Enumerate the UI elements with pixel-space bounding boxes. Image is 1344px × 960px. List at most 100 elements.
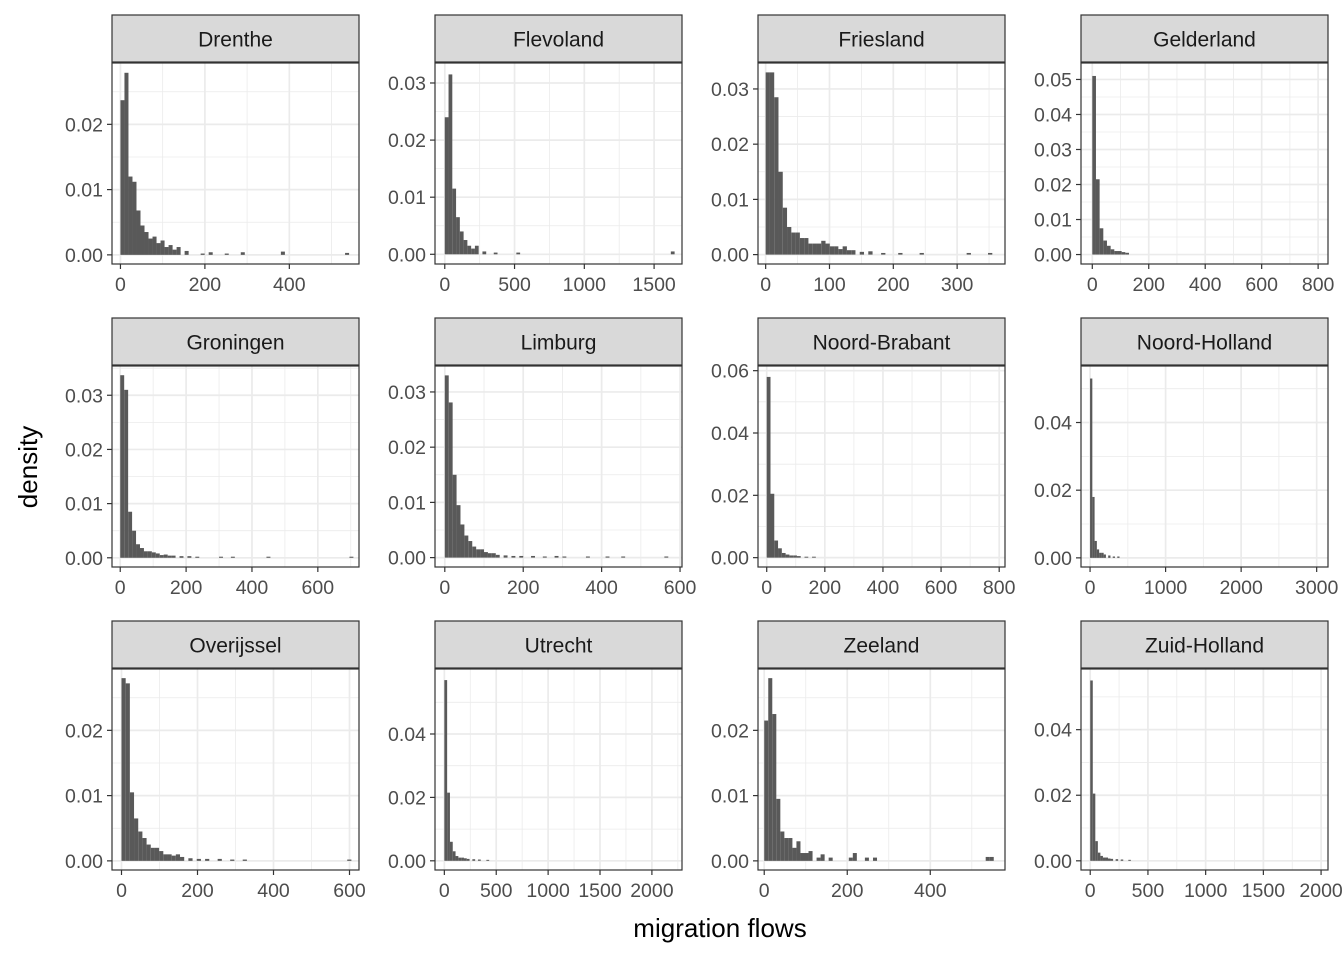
histogram-bar [1106,245,1111,255]
x-tick-label: 1500 [1242,880,1286,902]
plot-background [435,669,682,870]
histogram-bar [1115,859,1119,861]
panel-border [111,668,360,871]
histogram-bar [799,238,805,255]
y-tick-label: 0.02 [711,485,749,507]
histogram-bar [205,858,210,861]
y-tick-label: 0.02 [711,720,749,742]
y-tick-label: 0.05 [1034,69,1072,91]
histogram-bar [774,97,779,255]
panel-border [757,668,1006,871]
facet-grid: Drenthe 0.00 0.01 0.02 0 200 400 Flevoland 0.00 0… [65,14,1343,902]
histogram-bar [471,248,475,255]
plot-area [435,366,682,567]
plot-background [1081,669,1328,870]
histogram-bar [456,217,460,255]
x-tick-label: 2000 [630,880,674,902]
y-axis-title: density [13,426,43,508]
histogram-bar [793,555,797,558]
histogram-bar [168,245,173,255]
plot-area [1081,366,1328,567]
histogram-bar [1110,858,1114,861]
histogram-bar [472,546,477,558]
histogram-bar [848,857,853,861]
histogram-bar [447,792,450,861]
histogram-bar [146,844,151,861]
plot-area [112,63,359,264]
histogram-bar [804,238,809,255]
histogram-bar [784,838,789,861]
facet-strip-label: Drenthe [198,29,273,52]
histogram-bar [467,245,472,255]
plot-area [435,669,682,870]
histogram-bar [160,240,165,255]
x-tick-label: 0 [1085,577,1096,599]
histogram-bar [1121,252,1126,255]
histogram-bar [163,854,168,861]
x-tick-label: 0 [115,577,126,599]
histogram-bar [134,818,139,861]
histogram-bar [821,240,826,255]
x-tick-label: 0 [760,274,771,296]
x-tick-label: 400 [1189,274,1222,296]
histogram-bar [1095,179,1100,255]
x-tick-label: 400 [273,274,306,296]
histogram-bar [266,556,271,558]
histogram-bar [155,553,160,558]
histogram-bar [175,854,181,861]
histogram-bar [172,249,177,255]
plot-background [758,366,1005,567]
histogram-bar [1100,855,1103,861]
y-tick-label: 0.01 [65,786,103,808]
histogram-bar [1120,859,1124,861]
histogram-bar [444,680,448,861]
histogram-bar [148,238,153,255]
facet-strip-label: Gelderland [1153,29,1256,52]
y-tick-label: 0.02 [711,134,749,156]
histogram-bar [792,847,797,861]
y-tick-label: 0.03 [388,73,426,95]
histogram-bar [280,251,285,255]
y-tick-label: 0.00 [388,548,426,570]
histogram-bar [147,551,152,558]
x-tick-label: 1500 [632,274,676,296]
histogram-bar [195,556,200,558]
histogram-bar [459,231,464,255]
histogram-bar [808,243,813,255]
plot-area [758,366,1005,567]
histogram-bar [1096,549,1100,558]
x-tick-label: 0 [439,880,450,902]
histogram-bar [159,555,164,558]
facet-strip-label: Zeeland [844,635,920,658]
histogram-bar [1108,858,1111,861]
facet-strip [1080,620,1329,669]
histogram-bar [966,252,971,255]
x-tick-label: 1000 [1144,577,1188,599]
y-tick-label: 0.03 [711,79,749,101]
histogram-bar [768,678,773,861]
histogram-bar [605,556,610,558]
histogram-bar [828,857,833,861]
histogram-bar [1108,555,1111,558]
histogram-bar [516,252,521,255]
histogram-bar [452,851,456,861]
facet-panel: Noord-Brabant 0.00 0.02 0.04 0.06 0 200 400 600 8… [711,317,1016,599]
histogram-bar [765,72,770,255]
x-tick-label: 400 [585,577,618,599]
histogram-bar [242,859,247,861]
histogram-bar [766,376,771,558]
x-tick-label: 400 [236,577,269,599]
histogram-bar [345,252,350,255]
facet-strip [757,620,1006,669]
histogram-bar [482,251,487,255]
x-tick-label: 0 [1087,274,1098,296]
panel-border [434,668,683,871]
histogram-bar [511,555,516,558]
y-tick-label: 0.02 [65,114,103,136]
panel-border [757,365,1006,568]
histogram-bar [139,548,144,558]
plot-area [112,366,359,567]
plot-area [758,669,1005,870]
x-tick-label: 0 [761,577,772,599]
histogram-bar [188,858,193,861]
